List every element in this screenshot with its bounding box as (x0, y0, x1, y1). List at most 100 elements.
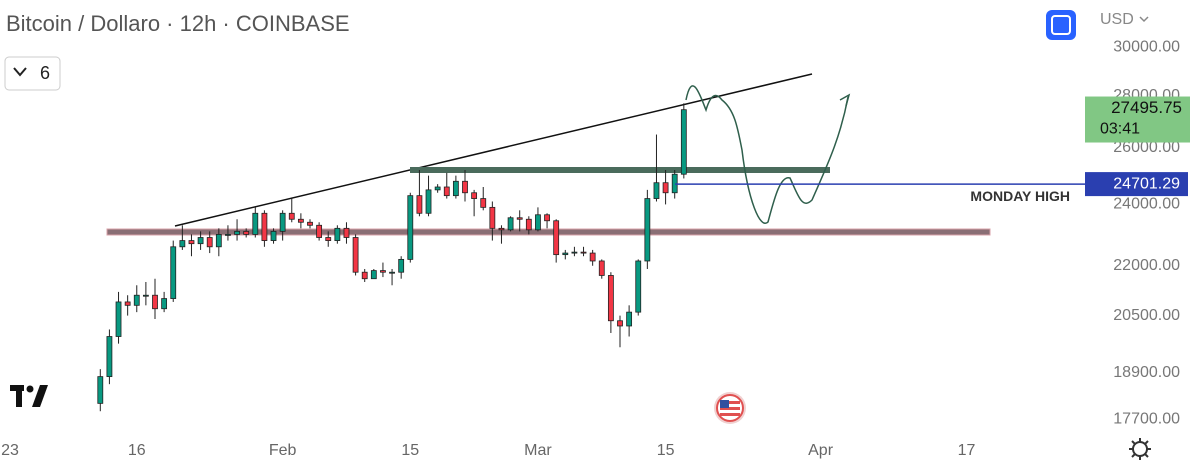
candle-body (325, 237, 332, 241)
candle-body (279, 212, 286, 232)
candle-body (343, 227, 350, 238)
candle-body (133, 294, 140, 306)
level-label: MONDAY HIGH (970, 188, 1070, 204)
candle-body (152, 294, 158, 310)
fullscreen-button[interactable] (1046, 10, 1076, 40)
candle-body (142, 294, 149, 297)
candle-body (297, 218, 304, 223)
candle-body (434, 186, 441, 191)
x-tick-label: Apr (808, 442, 834, 459)
candle-body (170, 246, 177, 299)
candle-body (352, 237, 359, 273)
candle-body (215, 234, 222, 248)
candle-body (617, 320, 623, 327)
candle-body (288, 212, 295, 220)
level-price-box (1085, 172, 1188, 197)
candle-body (662, 182, 669, 194)
candle-body (380, 270, 386, 273)
x-tick-label: 16 (128, 442, 146, 459)
candle-body (398, 258, 405, 273)
candle-body (389, 271, 395, 274)
candle-body (452, 180, 459, 197)
candle-body (498, 227, 505, 231)
candle-body (188, 240, 195, 245)
candle-body (416, 195, 423, 214)
candle-body (644, 198, 651, 262)
last-price: 27495.75 (1111, 98, 1182, 117)
candle-body (361, 271, 368, 280)
candle-body (261, 212, 268, 241)
candle-body (489, 206, 496, 229)
x-tick-label: 17 (958, 442, 976, 459)
candle-body (535, 214, 541, 231)
candle-body (589, 252, 596, 262)
currency[interactable]: USD (1100, 11, 1134, 28)
candle-body (635, 260, 642, 313)
resistance-zone (410, 167, 830, 173)
candle-body (507, 217, 514, 231)
candle-body (425, 189, 432, 214)
candle-body (243, 230, 250, 235)
candle-body (480, 198, 487, 208)
y-tick-label: 24000.00 (1113, 196, 1180, 213)
candle-body (370, 270, 377, 280)
candle-body (106, 336, 113, 378)
x-tick-label: 15 (657, 442, 675, 459)
candle-body (334, 227, 341, 241)
candle-body (252, 212, 259, 235)
settings-icon[interactable] (1129, 438, 1151, 460)
candle-body (553, 220, 560, 256)
projection-arrow (839, 93, 851, 107)
chevron (1139, 16, 1149, 23)
tradingview-logo (10, 385, 48, 407)
candle-body (197, 237, 204, 245)
x-tick-label: Mar (524, 442, 552, 459)
candle-body (525, 218, 532, 231)
y-tick-label: 22000.00 (1113, 257, 1180, 274)
chevron (13, 67, 27, 77)
candle-body (680, 109, 687, 175)
x-tick-label: Feb (269, 442, 297, 459)
candle-body (124, 301, 131, 306)
candle-body (225, 234, 231, 236)
candle-body (115, 301, 122, 337)
candle-body (562, 252, 569, 256)
y-tick-label: 17700.00 (1113, 410, 1180, 427)
candle-body (653, 182, 660, 199)
interval: 6 (40, 63, 50, 83)
x-tick-label: 23 (1, 442, 19, 459)
candle-body (316, 224, 323, 238)
level-price: 24701.29 (1113, 175, 1180, 192)
candle-body (161, 298, 168, 310)
candle-body (307, 221, 313, 226)
candle-body (580, 251, 587, 254)
y-tick-label: 18900.00 (1113, 364, 1180, 381)
candle-body (443, 186, 450, 197)
candle-body (516, 217, 523, 220)
candle-body (234, 230, 240, 235)
candle-body (462, 180, 468, 194)
candle-body (626, 311, 633, 327)
last-price-box (1085, 96, 1190, 143)
candle-body (571, 251, 578, 254)
candle-body (97, 376, 104, 404)
chart-title: Bitcoin / Dollaro · 12h · COINBASE (6, 11, 350, 36)
fullscreen-icon (1051, 15, 1071, 35)
y-tick-label: 20500.00 (1113, 307, 1180, 324)
candle-body (407, 195, 414, 260)
candle-body (270, 230, 277, 241)
candle-body (598, 260, 605, 276)
countdown: 03:41 (1100, 121, 1140, 138)
candle-body (206, 237, 213, 248)
candle-body (179, 240, 186, 248)
interval-box[interactable] (4, 56, 61, 91)
x-tick-label: 15 (401, 442, 419, 459)
candle-body (607, 275, 614, 322)
candle-body (471, 192, 478, 199)
support-zone (106, 228, 991, 236)
y-tick-label: 26000.00 (1113, 139, 1180, 156)
event-flag[interactable] (714, 392, 746, 424)
y-tick-label: 30000.00 (1113, 38, 1180, 55)
candle-body (544, 214, 550, 222)
